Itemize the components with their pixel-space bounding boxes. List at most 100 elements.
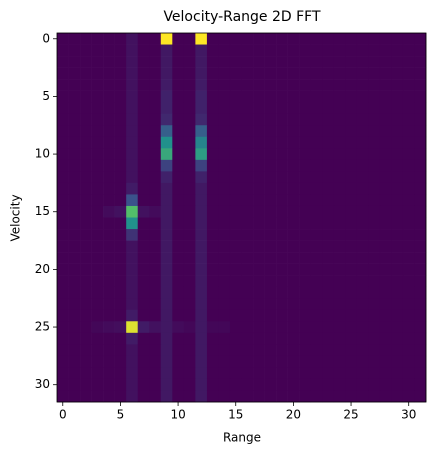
- heatmap-cell: [172, 159, 185, 172]
- heatmap-cell: [310, 344, 323, 357]
- heatmap-cell: [126, 171, 139, 184]
- heatmap-cell: [264, 309, 277, 322]
- heatmap-cell: [402, 205, 415, 218]
- heatmap-cell: [149, 321, 162, 334]
- heatmap-cell: [333, 182, 346, 195]
- heatmap-cell: [195, 33, 208, 45]
- heatmap-cell: [103, 56, 115, 68]
- heatmap-cell: [160, 321, 173, 334]
- heatmap-cell: [126, 217, 139, 230]
- heatmap-cell: [57, 205, 69, 218]
- heatmap-cell: [57, 344, 69, 357]
- heatmap-cell: [195, 182, 208, 195]
- heatmap-cell: [114, 136, 127, 149]
- heatmap-cell: [206, 136, 219, 149]
- heatmap-cell: [126, 113, 139, 126]
- heatmap-cell: [333, 229, 346, 241]
- heatmap-cell: [195, 217, 208, 230]
- heatmap-cell: [253, 159, 265, 172]
- heatmap-cell: [149, 240, 162, 253]
- heatmap-cell: [80, 321, 92, 334]
- heatmap-cell: [195, 229, 208, 241]
- heatmap-cell: [80, 67, 92, 80]
- heatmap-cell: [68, 113, 81, 126]
- heatmap-cell: [379, 56, 392, 68]
- heatmap-cell: [333, 67, 346, 80]
- heatmap-cell: [91, 286, 104, 299]
- heatmap-cell: [391, 309, 404, 322]
- heatmap-cell: [379, 136, 392, 149]
- heatmap-cell: [356, 136, 369, 149]
- heatmap-cell: [218, 171, 231, 184]
- heatmap-cell: [195, 159, 208, 172]
- heatmap-cell: [299, 355, 311, 368]
- heatmap-cell: [379, 171, 392, 184]
- heatmap-cell: [91, 90, 104, 103]
- heatmap-cell: [57, 159, 69, 172]
- heatmap-cell: [195, 367, 208, 380]
- heatmap-cell: [345, 263, 358, 276]
- heatmap-cell: [68, 67, 81, 80]
- heatmap-cell: [206, 355, 219, 368]
- heatmap-cell: [287, 217, 300, 230]
- heatmap-cell: [126, 90, 139, 103]
- heatmap-cell: [276, 252, 288, 264]
- heatmap-cell: [299, 113, 311, 126]
- heatmap-cell: [114, 390, 127, 403]
- heatmap-cell: [356, 194, 369, 207]
- heatmap-cell: [402, 390, 415, 403]
- heatmap-cell: [333, 390, 346, 403]
- heatmap-cell: [114, 33, 127, 45]
- heatmap-cell: [276, 240, 288, 253]
- heatmap-cell: [391, 355, 404, 368]
- heatmap-cell: [241, 67, 254, 80]
- heatmap-cell: [264, 125, 277, 138]
- heatmap-cell: [414, 309, 427, 322]
- heatmap-cell: [172, 367, 185, 380]
- heatmap-cell: [91, 79, 104, 91]
- heatmap-cell: [264, 113, 277, 126]
- heatmap-cell: [310, 56, 323, 68]
- heatmap-cell: [91, 355, 104, 368]
- heatmap-cell: [287, 159, 300, 172]
- heatmap-cell: [229, 44, 242, 57]
- heatmap-cell: [402, 367, 415, 380]
- heatmap-cell: [229, 33, 242, 45]
- heatmap-cell: [379, 390, 392, 403]
- heatmap-cell: [57, 275, 69, 287]
- heatmap-cell: [195, 344, 208, 357]
- heatmap-cell: [414, 56, 427, 68]
- heatmap-cell: [287, 113, 300, 126]
- heatmap-cell: [172, 136, 185, 149]
- heatmap-cell: [241, 309, 254, 322]
- heatmap-cell: [206, 102, 219, 115]
- heatmap-cell: [206, 148, 219, 161]
- heatmap-cell: [264, 56, 277, 68]
- heatmap-cell: [57, 252, 69, 264]
- heatmap-cell: [229, 240, 242, 253]
- heatmap-cell: [241, 159, 254, 172]
- heatmap-cell: [414, 33, 427, 45]
- heatmap-cell: [57, 171, 69, 184]
- heatmap-cell: [183, 113, 196, 126]
- x-tick-label: 15: [228, 408, 243, 422]
- heatmap-cell: [160, 125, 173, 138]
- heatmap-cell: [379, 309, 392, 322]
- heatmap-cell: [333, 355, 346, 368]
- heatmap-cell: [264, 275, 277, 287]
- heatmap-cell: [172, 355, 185, 368]
- heatmap-cell: [391, 275, 404, 287]
- heatmap-cell: [206, 182, 219, 195]
- heatmap-cell: [91, 217, 104, 230]
- heatmap-cell: [183, 205, 196, 218]
- heatmap-cell: [172, 229, 185, 241]
- heatmap-cell: [253, 194, 265, 207]
- heatmap-cell: [91, 321, 104, 334]
- heatmap-cell: [241, 102, 254, 115]
- heatmap-cell: [137, 367, 150, 380]
- heatmap-cell: [137, 240, 150, 253]
- heatmap-cell: [103, 344, 115, 357]
- heatmap-cell: [103, 182, 115, 195]
- heatmap-cell: [402, 344, 415, 357]
- heatmap-cell: [391, 113, 404, 126]
